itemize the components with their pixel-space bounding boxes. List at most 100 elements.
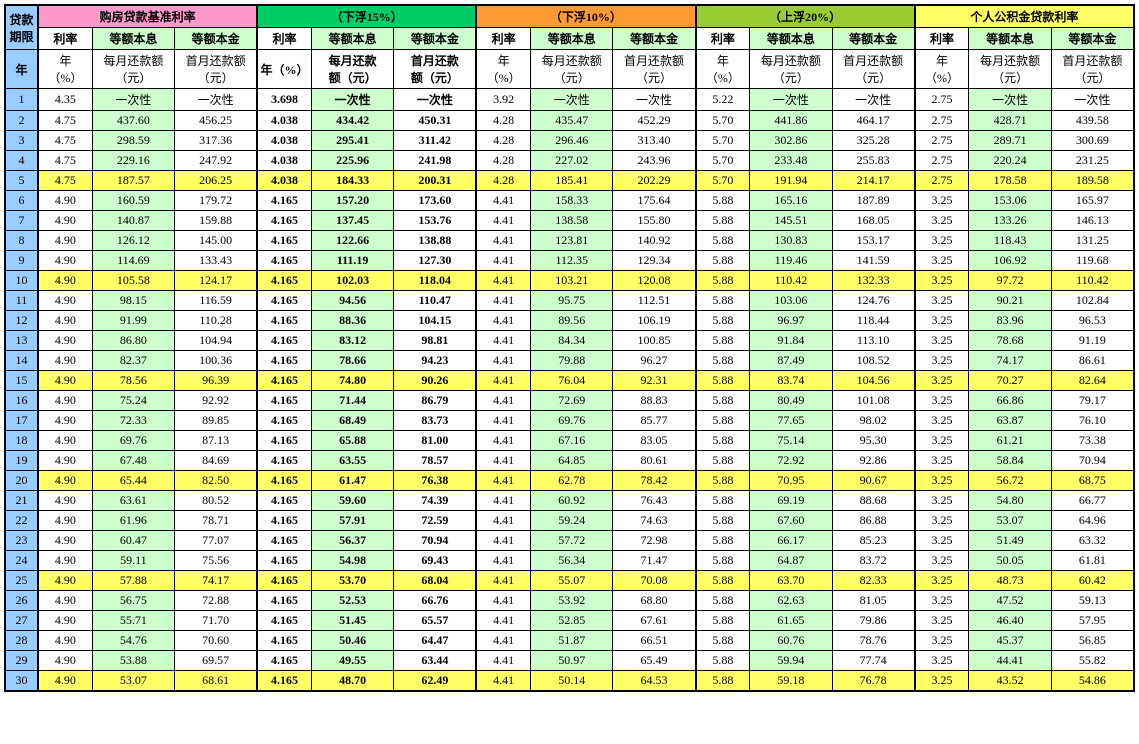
rate-cell: 3.25 [915,611,969,631]
monthly-cell: 145.51 [750,211,832,231]
monthly-cell: 90.21 [969,291,1051,311]
rate-cell: 5.88 [696,431,750,451]
rate-cell: 4.35 [38,89,92,111]
monthly-cell: 87.49 [750,351,832,371]
first-month-cell: 200.31 [394,171,477,191]
first-month-cell: 118.04 [394,271,477,291]
first-month-cell: 65.57 [394,611,477,631]
first-month-cell: 86.88 [832,511,915,531]
monthly-cell: 63.70 [750,571,832,591]
first-month-cell: 179.72 [175,191,258,211]
monthly-cell: 54.76 [92,631,174,651]
monthly-cell: 86.80 [92,331,174,351]
first-month-cell: 57.95 [1051,611,1134,631]
monthly-cell: 50.05 [969,551,1051,571]
section-header: 购房贷款基准利率 [38,5,257,28]
rate-cell: 5.88 [696,271,750,291]
first-month-cell: 85.23 [832,531,915,551]
monthly-cell: 47.52 [969,591,1051,611]
first-month-cell: 70.94 [1051,451,1134,471]
monthly-cell: 66.86 [969,391,1051,411]
table-row: 84.90126.12145.004.165122.66138.884.4112… [5,231,1134,251]
sub-header: 等额本息 [969,28,1051,50]
rate-cell: 3.92 [476,89,530,111]
monthly-cell: 50.46 [311,631,393,651]
table-row: 234.9060.4777.074.16556.3770.944.4157.72… [5,531,1134,551]
rate-cell: 4.41 [476,511,530,531]
rate-cell: 5.88 [696,451,750,471]
monthly-cell: 71.44 [311,391,393,411]
first-month-cell: 66.77 [1051,491,1134,511]
first-month-cell: 132.33 [832,271,915,291]
monthly-cell: 103.21 [531,271,613,291]
rate-cell: 4.165 [257,331,311,351]
monthly-cell: 61.96 [92,511,174,531]
first-month-cell: 78.71 [175,511,258,531]
first-month-cell: 68.80 [613,591,696,611]
monthly-cell: 61.21 [969,431,1051,451]
rate-cell: 4.165 [257,191,311,211]
rate-cell: 4.28 [476,171,530,191]
rate-cell: 4.90 [38,271,92,291]
first-month-cell: 78.42 [613,471,696,491]
monthly-cell: 43.52 [969,671,1051,692]
first-month-cell: 119.68 [1051,251,1134,271]
year-cell: 4 [5,151,38,171]
monthly-cell: 74.80 [311,371,393,391]
monthly-cell: 53.88 [92,651,174,671]
first-month-cell: 145.00 [175,231,258,251]
first-month-cell: 313.40 [613,131,696,151]
rate-cell: 4.90 [38,551,92,571]
year-cell: 7 [5,211,38,231]
monthly-cell: 55.07 [531,571,613,591]
first-month-cell: 110.28 [175,311,258,331]
monthly-cell: 一次性 [531,89,613,111]
first-month-cell: 311.42 [394,131,477,151]
monthly-cell: 48.70 [311,671,393,692]
monthly-cell: 78.68 [969,331,1051,351]
rate-cell: 3.25 [915,551,969,571]
monthly-cell: 437.60 [92,111,174,131]
monthly-cell: 98.15 [92,291,174,311]
monthly-cell: 76.04 [531,371,613,391]
first-month-cell: 456.25 [175,111,258,131]
rate-cell: 4.90 [38,671,92,692]
monthly-cell: 51.49 [969,531,1051,551]
rate-cell: 4.41 [476,551,530,571]
rate-cell: 4.90 [38,451,92,471]
col-year-unit: 年 [5,50,38,89]
rate-cell: 3.25 [915,291,969,311]
first-month-cell: 129.34 [613,251,696,271]
sub-header: 利率 [38,28,92,50]
unit-header: 年（%） [257,50,311,89]
rate-cell: 4.90 [38,531,92,551]
rate-cell: 4.165 [257,651,311,671]
first-month-cell: 153.76 [394,211,477,231]
monthly-cell: 78.56 [92,371,174,391]
rate-cell: 3.25 [915,211,969,231]
sub-header: 等额本金 [832,28,915,50]
rate-cell: 5.70 [696,111,750,131]
monthly-cell: 56.34 [531,551,613,571]
first-month-cell: 72.98 [613,531,696,551]
first-month-cell: 80.52 [175,491,258,511]
rate-cell: 3.25 [915,271,969,291]
sub-header: 等额本金 [175,28,258,50]
table-row: 34.75298.59317.364.038295.41311.424.2829… [5,131,1134,151]
monthly-cell: 63.55 [311,451,393,471]
sub-header: 等额本息 [92,28,174,50]
first-month-cell: 70.08 [613,571,696,591]
monthly-cell: 97.72 [969,271,1051,291]
rate-cell: 4.41 [476,191,530,211]
first-month-cell: 106.19 [613,311,696,331]
monthly-cell: 225.96 [311,151,393,171]
year-cell: 11 [5,291,38,311]
unit-header: 年（%） [476,50,530,89]
first-month-cell: 69.57 [175,651,258,671]
year-cell: 6 [5,191,38,211]
unit-header: 年（%） [915,50,969,89]
rate-cell: 4.90 [38,611,92,631]
table-row: 224.9061.9678.714.16557.9172.594.4159.24… [5,511,1134,531]
first-month-cell: 68.04 [394,571,477,591]
table-row: 64.90160.59179.724.165157.20173.604.4115… [5,191,1134,211]
